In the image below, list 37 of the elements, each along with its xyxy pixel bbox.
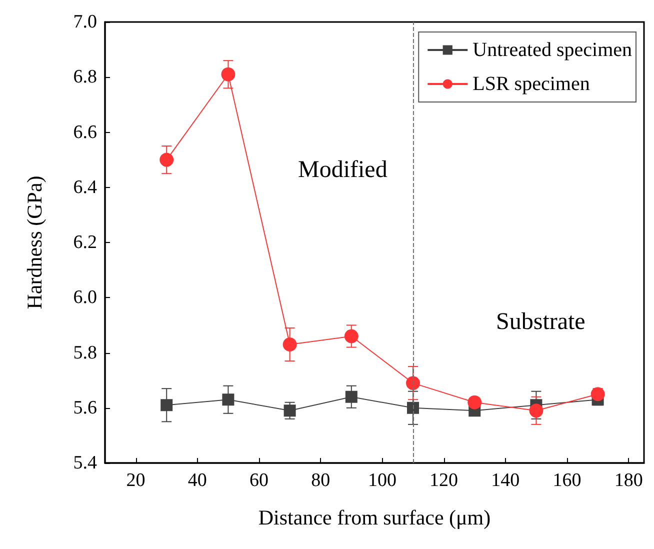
x-tick-label: 60 (250, 470, 268, 491)
point (407, 402, 419, 414)
y-tick-label: 6.6 (73, 122, 97, 143)
x-tick-label: 20 (126, 470, 146, 491)
x-tick-label: 100 (368, 470, 396, 491)
x-tick-label: 80 (311, 470, 330, 491)
x-tick-label: 40 (188, 470, 207, 491)
x-tick-label: 160 (552, 470, 582, 491)
y-tick-label: 6.4 (73, 176, 98, 198)
y-tick-label: 5.4 (73, 452, 98, 474)
point (468, 395, 482, 410)
legend-label: LSR specimen (472, 73, 590, 95)
point (284, 404, 296, 417)
y-tick-label: 6.2 (73, 232, 97, 253)
y-tick-label: 6.0 (73, 287, 97, 308)
x-tick-label: 120 (430, 470, 458, 491)
point (282, 337, 297, 352)
y-tick-label: 5.8 (73, 342, 97, 364)
point (345, 390, 358, 403)
point (590, 387, 605, 402)
y-tick-label: 5.6 (73, 397, 97, 418)
x-axis-title: Distance from surface (μm) (258, 506, 491, 530)
point (221, 67, 236, 82)
annotation: Modified (298, 157, 388, 183)
point (406, 376, 420, 390)
x-tick-label: 180 (614, 470, 643, 491)
point (160, 152, 174, 167)
point (344, 329, 358, 344)
legend-label: Untreated specimen (472, 39, 632, 61)
y-tick-label: 7.0 (73, 12, 97, 32)
point (222, 394, 234, 406)
annotation: Substrate (496, 309, 586, 335)
y-axis-title: Hardness (GPa) (22, 176, 46, 310)
point (529, 404, 544, 418)
x-tick-label: 140 (491, 470, 520, 491)
point (160, 399, 173, 412)
y-tick-label: 6.8 (73, 66, 97, 88)
